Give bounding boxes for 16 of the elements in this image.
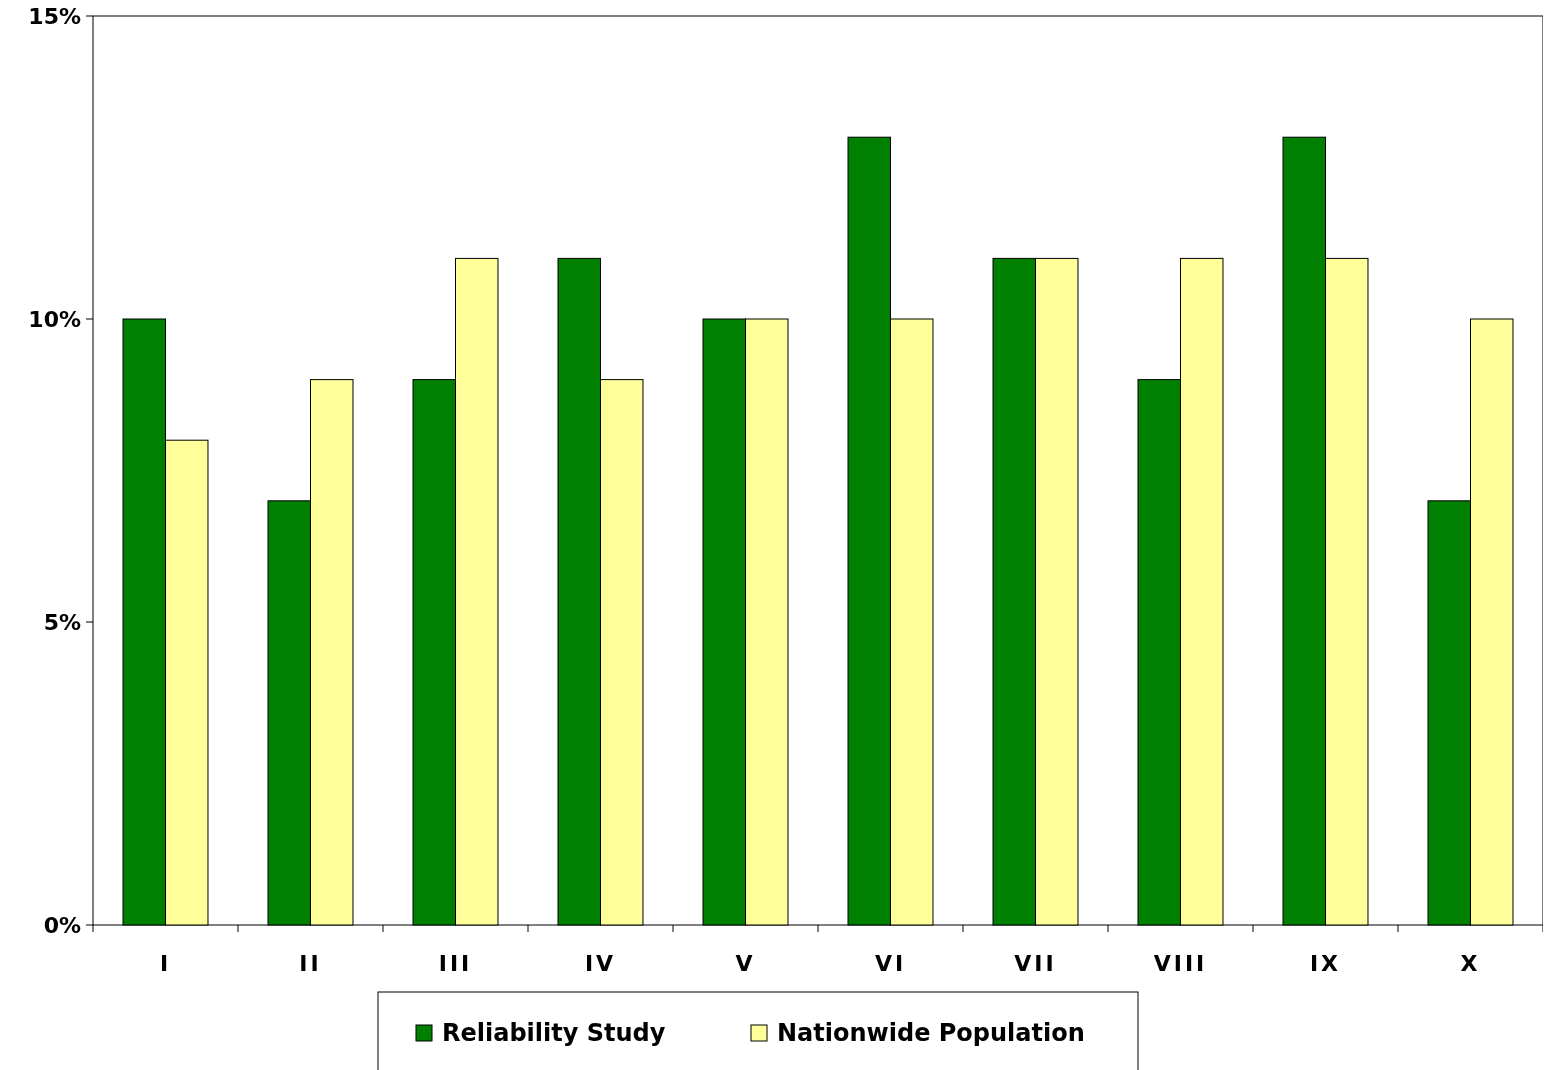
y-tick-label: 15% (28, 3, 81, 29)
legend-label: Reliability Study (442, 1019, 666, 1048)
x-tick-label: VI (874, 951, 907, 976)
legend-label: Nationwide Population (777, 1019, 1085, 1048)
x-tick-label: IV (584, 951, 617, 976)
y-tick-label: 5% (43, 609, 81, 635)
x-tick-label: VIII (1153, 951, 1208, 976)
x-tick-label: VII (1014, 951, 1057, 976)
x-tick-label: III (438, 951, 473, 976)
x-tick-label: X (1460, 951, 1481, 976)
y-tick-label: 0% (43, 912, 81, 938)
x-tick-label: I (159, 951, 172, 976)
y-tick-label: 10% (28, 306, 81, 332)
x-tick-label: IX (1309, 951, 1342, 976)
x-tick-label: V (735, 951, 756, 976)
x-tick-label: II (299, 951, 322, 976)
